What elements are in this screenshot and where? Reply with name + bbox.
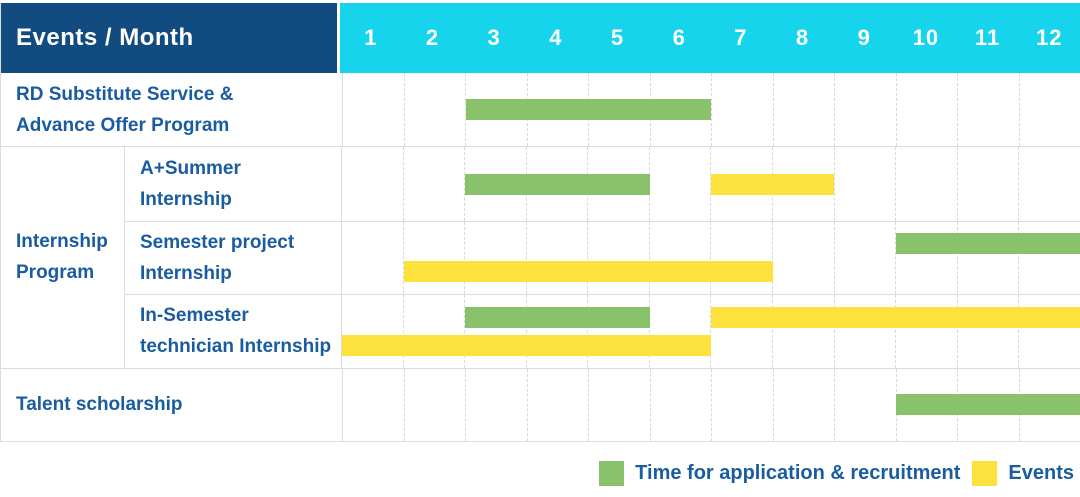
row-label: Talent scholarship [16,389,182,420]
group-label-line: Program [16,257,108,288]
month-header-2: 2 [402,3,464,73]
month-header-4: 4 [525,3,587,73]
green-legend-swatch [599,461,624,486]
month-header-5: 5 [587,3,649,73]
month-header-6: 6 [648,3,710,73]
row-label-line: Internship [140,258,294,289]
month-header-8: 8 [772,3,834,73]
row-track [343,369,1080,441]
row-label-line: RD Substitute Service & [16,79,234,110]
header-events-month-cell: Events / Month [1,3,340,73]
row-label: Semester project Internship [140,227,294,289]
event-bar [711,307,1080,328]
month-header-12: 12 [1018,3,1080,73]
group-subrows: A+Summer Internship Semester project Int… [125,147,1080,367]
application-recruitment-bar [465,174,650,195]
month-header-10: 10 [895,3,957,73]
row-label-line: A+Summer [140,153,241,184]
row-label-cell: RD Substitute Service & Advance Offer Pr… [1,73,343,146]
gantt-chart-page: Events / Month 1 2 3 4 5 6 7 8 9 10 11 1… [0,3,1080,497]
table-header-row: Events / Month 1 2 3 4 5 6 7 8 9 10 11 1… [1,3,1080,73]
month-header-1: 1 [340,3,402,73]
row-a-plus-summer-internship: A+Summer Internship [125,147,1080,220]
month-header-strip: 1 2 3 4 5 6 7 8 9 10 11 12 [340,3,1080,73]
month-header-9: 9 [833,3,895,73]
row-label: RD Substitute Service & Advance Offer Pr… [16,79,234,141]
row-rd-substitute-service: RD Substitute Service & Advance Offer Pr… [1,73,1080,146]
month-header-3: 3 [463,3,525,73]
event-bar [342,335,711,356]
row-label-cell: Semester project Internship [125,222,342,294]
group-label-line: Internship [16,226,108,257]
row-label-line: Semester project [140,227,294,258]
row-label-line: Advance Offer Program [16,110,234,141]
row-label-cell: A+Summer Internship [125,147,342,220]
legend-label: Time for application & recruitment [635,462,960,485]
month-header-7: 7 [710,3,772,73]
application-recruitment-bar [896,233,1080,254]
events-gantt-table: Events / Month 1 2 3 4 5 6 7 8 9 10 11 1… [0,3,1080,442]
row-track [343,73,1080,146]
event-bar [711,174,834,195]
row-semester-project-internship: Semester project Internship [125,221,1080,294]
row-label: A+Summer Internship [140,153,241,215]
row-talent-scholarship: Talent scholarship [1,368,1080,441]
row-track [342,222,1080,294]
legend: Time for application & recruitment Event… [0,461,1080,486]
row-label-line: technician Internship [140,331,331,362]
legend-label: Events [1008,462,1074,485]
row-label-cell: In-Semester technician Internship [125,295,342,367]
event-bar [404,261,773,282]
header-title: Events / Month [16,24,194,52]
row-label-line: In-Semester [140,300,331,331]
row-in-semester-technician-internship: In-Semester technician Internship [125,294,1080,367]
legend-item-events: Events [972,461,1074,486]
internship-program-group: Internship Program A+Summer Internship [1,146,1080,367]
group-label: Internship Program [16,226,108,288]
row-track [342,147,1080,220]
legend-item-application-recruitment: Time for application & recruitment [599,461,960,486]
application-recruitment-bar [466,99,712,120]
row-label: In-Semester technician Internship [140,300,331,362]
group-label-internship-program: Internship Program [1,147,125,367]
month-header-11: 11 [957,3,1019,73]
application-recruitment-bar [465,307,650,328]
row-track [342,295,1080,367]
yellow-legend-swatch [972,461,997,486]
row-label-cell: Talent scholarship [1,369,343,441]
row-label-line: Internship [140,184,241,215]
application-recruitment-bar [896,394,1080,415]
row-label-line: Talent scholarship [16,389,182,420]
